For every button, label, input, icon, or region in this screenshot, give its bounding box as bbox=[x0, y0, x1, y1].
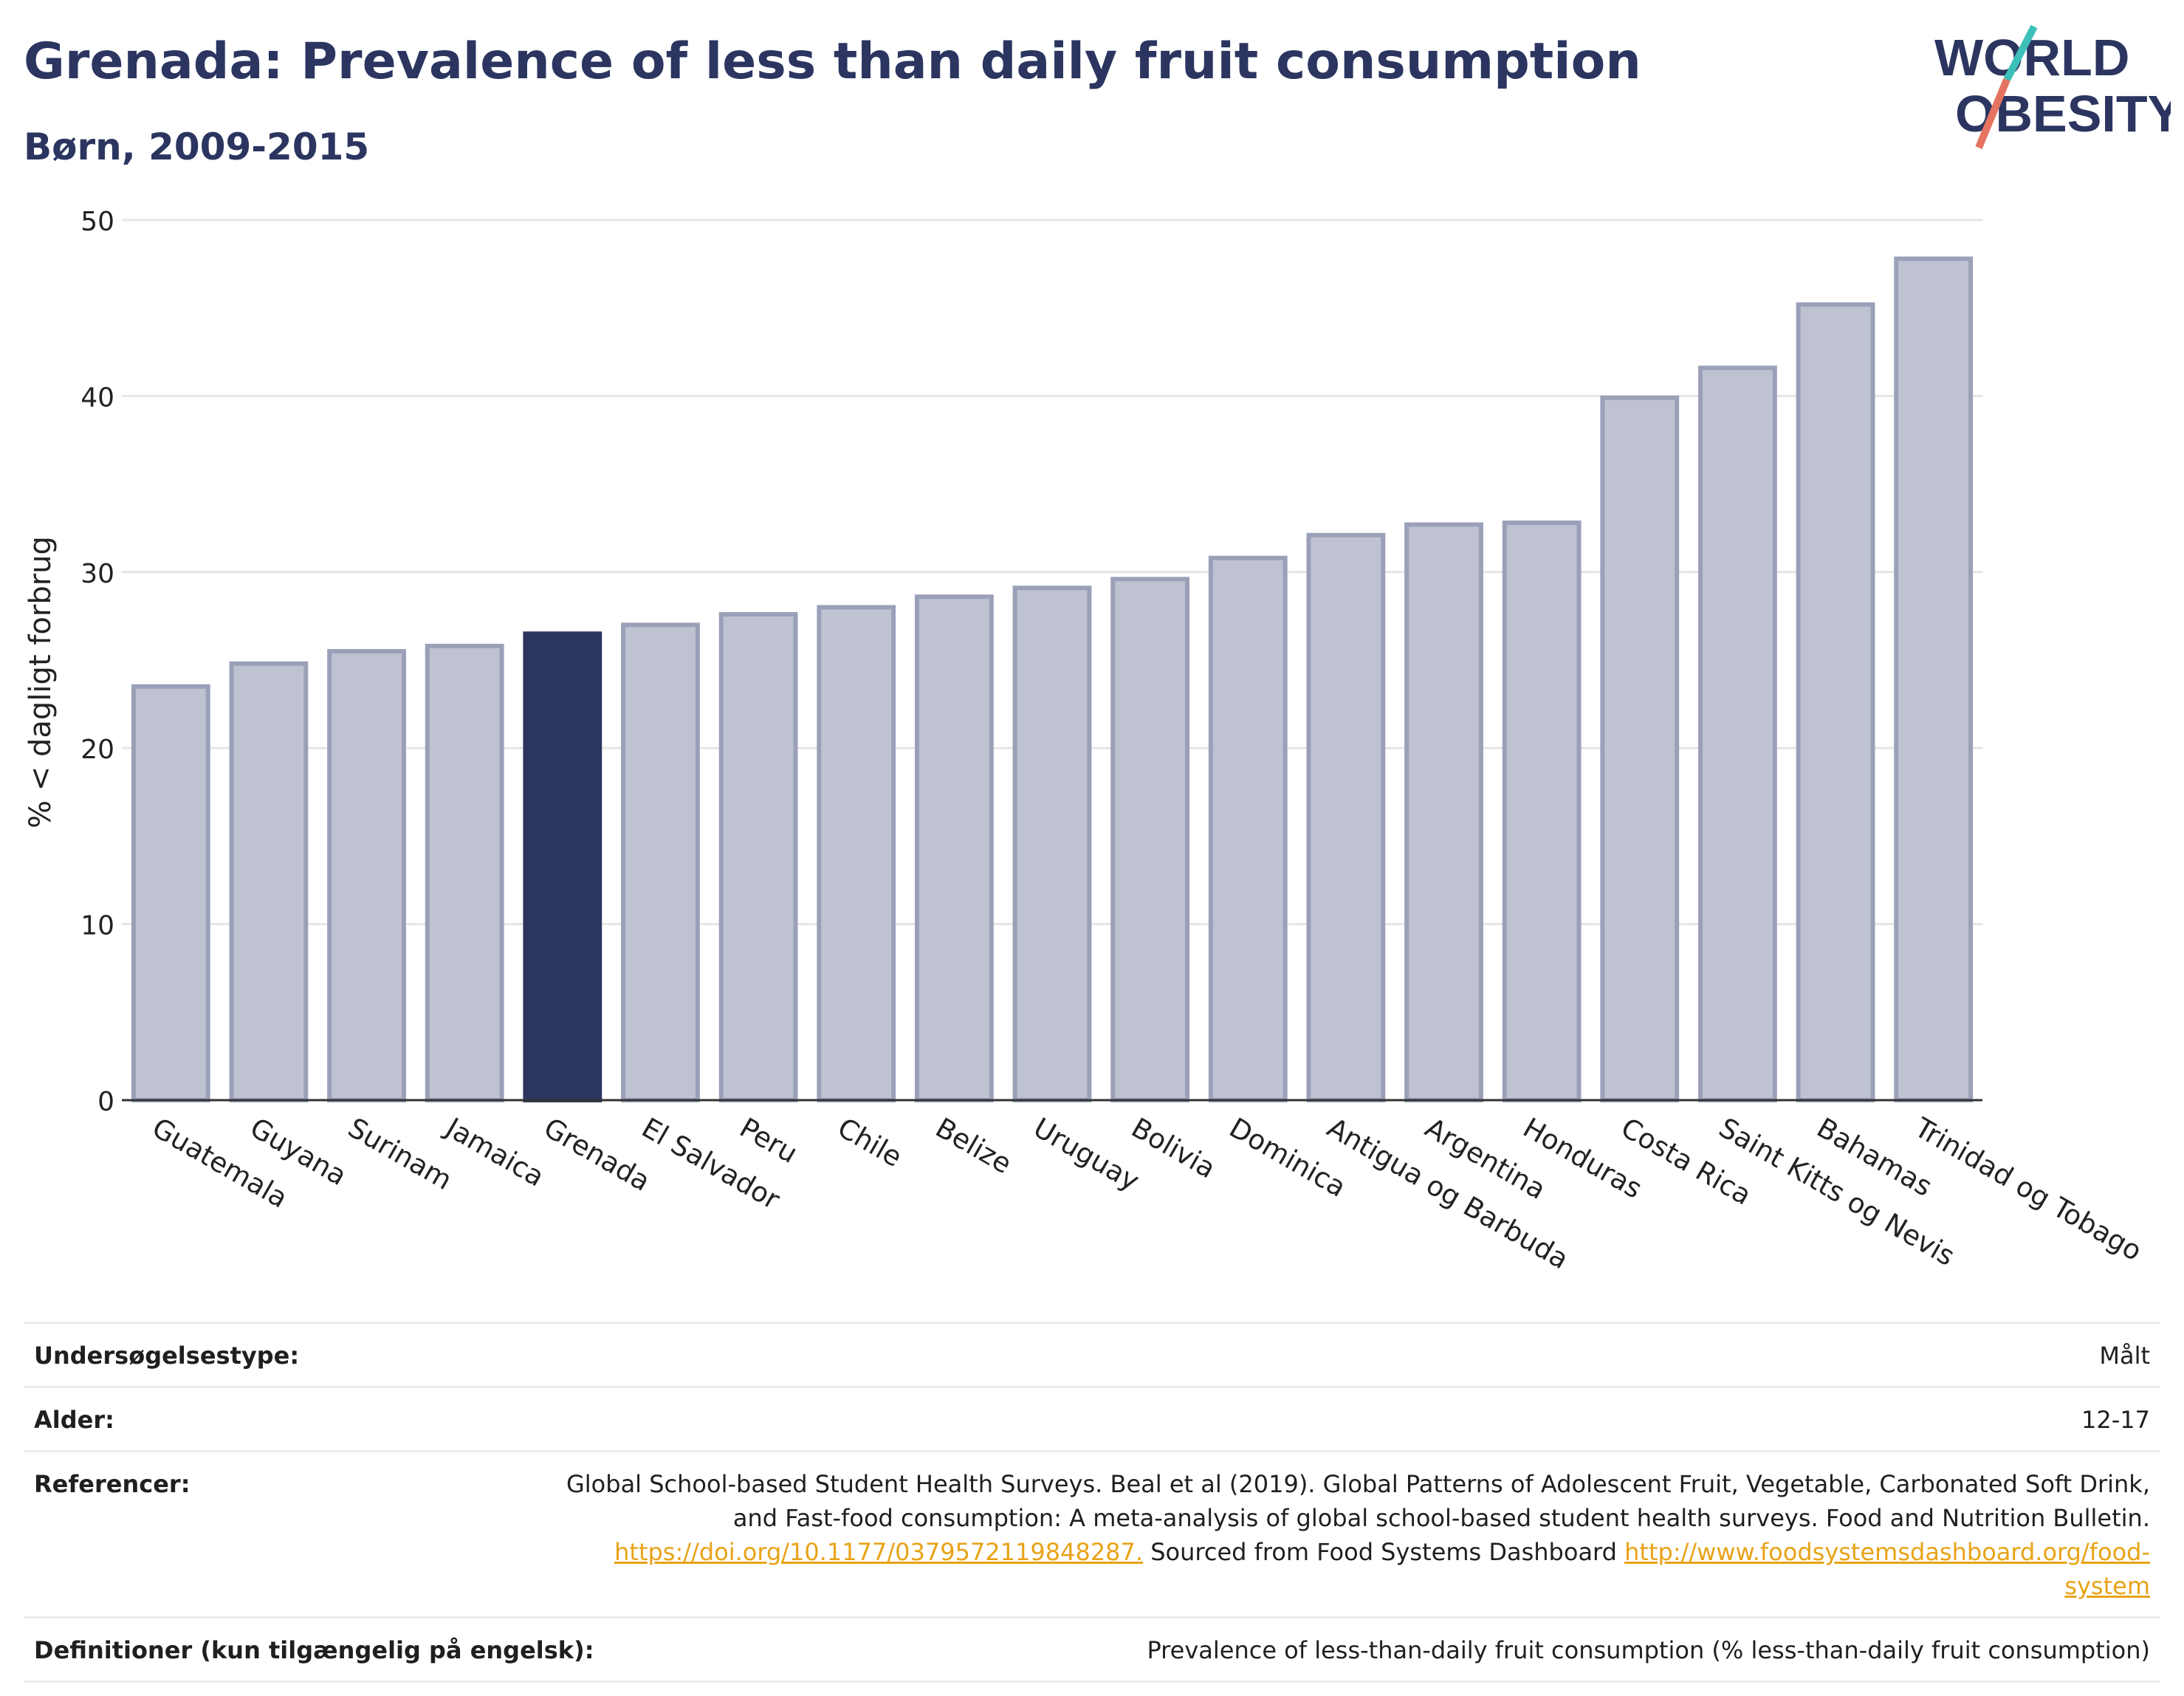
meta-value: Prevalence of less-than-daily fruit cons… bbox=[1147, 1636, 2150, 1664]
bar-uruguay[interactable] bbox=[1012, 586, 1092, 1102]
reference-source-text: Sourced from Food Systems Dashboard bbox=[1150, 1538, 1617, 1566]
y-axis-label: % < dagligt forbrug bbox=[24, 536, 58, 828]
y-tick-label: 10 bbox=[80, 911, 114, 941]
y-tick-label: 20 bbox=[80, 735, 114, 765]
chart-subtitle: Børn, 2009-2015 bbox=[24, 126, 370, 168]
y-tick-label: 30 bbox=[80, 559, 114, 589]
meta-row-references: Referencer: Global School-based Student … bbox=[24, 1450, 2160, 1616]
meta-row-survey-type: Undersøgelsestype: Målt bbox=[24, 1322, 2160, 1386]
meta-row-definitions: Definitioner (kun tilgængelig på engelsk… bbox=[24, 1616, 2160, 1683]
bar-el-salvador[interactable] bbox=[621, 622, 700, 1102]
logo-slash-coral bbox=[1975, 78, 2010, 149]
bars bbox=[131, 256, 1974, 1103]
bar-chart: 01020304050GuatemalaGuyanaSurinamJamaica… bbox=[24, 207, 2147, 1275]
x-tick-label: Jamaica bbox=[439, 1111, 549, 1193]
meta-key: Definitioner (kun tilgængelig på engelsk… bbox=[34, 1636, 594, 1664]
bar-grenada[interactable] bbox=[523, 631, 602, 1102]
x-tick-label: Uruguay bbox=[1029, 1112, 1145, 1198]
reference-text: Global School-based Student Health Surve… bbox=[566, 1470, 2150, 1532]
chart-title: Grenada: Prevalence of less than daily f… bbox=[24, 32, 1641, 91]
food-systems-link[interactable]: http://www.foodsystemsdashboard.org/food… bbox=[1624, 1538, 2150, 1600]
bar-saint-kitts-og-nevis[interactable] bbox=[1698, 365, 1777, 1103]
x-tick-label: Peru bbox=[735, 1112, 803, 1170]
x-tick-label: Surinam bbox=[343, 1112, 457, 1197]
x-tick-label: Grenada bbox=[538, 1112, 655, 1198]
bar-chile[interactable] bbox=[817, 605, 896, 1102]
meta-key: Referencer: bbox=[34, 1470, 190, 1498]
bar-antigua-og-barbuda[interactable] bbox=[1306, 532, 1386, 1102]
meta-value: Målt bbox=[2099, 1342, 2150, 1370]
y-tick-label: 50 bbox=[80, 207, 114, 237]
bar-dominica[interactable] bbox=[1208, 555, 1288, 1102]
meta-key: Undersøgelsestype: bbox=[34, 1342, 300, 1370]
bar-surinam[interactable] bbox=[327, 649, 406, 1102]
bar-peru[interactable] bbox=[718, 612, 798, 1102]
doi-link[interactable]: https://doi.org/10.1177/0379572119848287… bbox=[614, 1538, 1144, 1566]
bar-bolivia[interactable] bbox=[1110, 577, 1190, 1102]
x-tick-label: Chile bbox=[832, 1112, 907, 1174]
meta-row-age: Alder: 12-17 bbox=[24, 1386, 2160, 1450]
bar-guyana[interactable] bbox=[229, 661, 309, 1102]
bar-belize[interactable] bbox=[914, 594, 994, 1102]
y-tick-label: 0 bbox=[97, 1087, 114, 1117]
world-obesity-logo[interactable]: WORLD OBESITY bbox=[1920, 22, 2171, 155]
meta-key: Alder: bbox=[34, 1406, 114, 1434]
metadata-table: Undersøgelsestype: Målt Alder: 12-17 Ref… bbox=[24, 1322, 2160, 1683]
bar-guatemala[interactable] bbox=[131, 684, 210, 1102]
bar-trinidad-og-tobago[interactable] bbox=[1894, 256, 1974, 1102]
meta-value: 12-17 bbox=[2081, 1406, 2150, 1434]
meta-value: Global School-based Student Health Surve… bbox=[563, 1467, 2150, 1603]
bar-bahamas[interactable] bbox=[1796, 302, 1875, 1102]
y-tick-label: 40 bbox=[80, 382, 114, 413]
bar-honduras[interactable] bbox=[1502, 521, 1582, 1102]
logo-slash-teal bbox=[2003, 24, 2038, 82]
bar-costa-rica[interactable] bbox=[1600, 395, 1680, 1102]
bar-jamaica[interactable] bbox=[425, 643, 504, 1102]
bar-argentina[interactable] bbox=[1404, 522, 1483, 1102]
x-tick-label: Belize bbox=[930, 1112, 1017, 1181]
